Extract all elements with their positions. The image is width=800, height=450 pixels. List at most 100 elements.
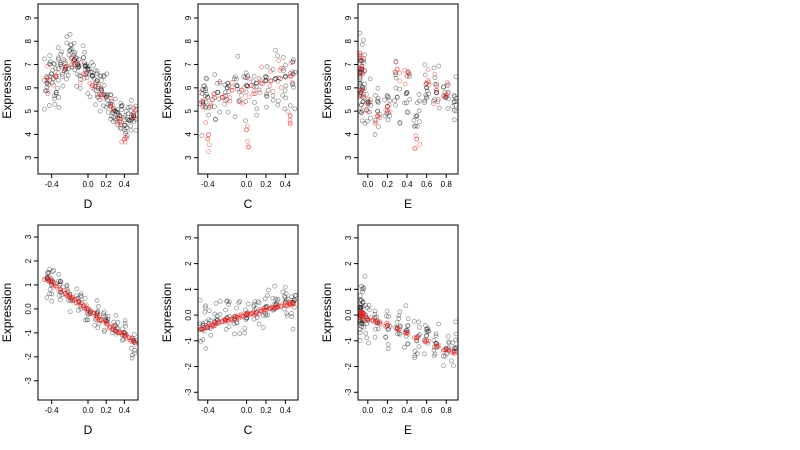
data-point [362,68,367,74]
data-point [450,104,455,109]
data-point [204,92,210,97]
data-point [431,98,436,104]
y-tick-label: 4 [344,132,353,137]
data-point [110,119,116,125]
data-point [64,282,70,288]
data-point [255,299,261,305]
data-point [229,84,235,90]
data-point [60,83,66,89]
data-point [97,313,103,318]
data-point [131,332,137,337]
data-point [383,334,389,340]
data-point [234,320,240,326]
data-point [113,313,119,318]
data-point [375,86,381,91]
data-point [131,113,136,119]
y-tick-label: 2 [184,261,193,266]
data-point [431,338,437,343]
data-point [453,337,458,343]
data-point [50,67,55,73]
data-point [376,100,381,105]
data-point [234,83,240,88]
data-point [404,91,409,96]
x-tick-label: 0.2 [101,180,113,189]
data-point [97,317,103,323]
data-point [47,53,53,58]
data-point [415,351,420,357]
data-point [452,94,457,99]
data-point [91,75,97,81]
data-point [397,121,402,126]
data-point [57,60,63,66]
data-point [445,347,451,353]
data-point [280,289,286,295]
data-point [282,302,288,307]
data-point [265,292,271,298]
data-point [383,107,389,113]
x-tick-label: 0.2 [260,406,272,415]
data-point [260,81,265,87]
data-point [243,99,249,104]
data-point [122,333,128,338]
data-point [359,102,364,107]
data-point [126,118,132,123]
data-point [225,80,231,86]
data-point [222,101,227,107]
data-point [123,323,128,329]
data-point [82,296,88,301]
data-point [71,40,77,46]
data-point [82,64,88,69]
data-point [44,295,50,300]
data-point [289,314,295,319]
data-point [119,104,124,109]
data-point [122,117,127,123]
data-point [263,78,268,83]
data-point [242,325,248,331]
data-point [114,109,120,115]
data-point [292,106,298,112]
data-point [65,72,71,78]
y-tick-label: 3 [184,235,193,240]
data-point [113,96,118,102]
data-point [131,105,137,111]
data-point [358,321,364,327]
data-point [242,84,247,90]
data-point [78,80,83,86]
series-red [197,58,296,154]
data-point [47,59,53,64]
data-point [212,320,218,326]
data-point [451,363,456,369]
data-point [237,99,243,105]
data-point [404,100,409,106]
data-point [357,293,363,298]
data-point [424,95,430,101]
y-tick-label: 3 [24,155,33,160]
data-point [289,311,294,316]
data-point [126,117,132,123]
data-point [53,73,58,78]
data-point [411,318,417,324]
data-point [58,297,63,303]
data-point [214,81,220,86]
data-point [424,333,430,339]
data-point [101,329,107,335]
data-point [245,138,250,144]
data-point [441,363,446,369]
data-point [203,323,209,329]
data-point [265,88,271,93]
data-point [62,58,68,64]
data-point [422,98,428,104]
data-point [361,321,366,327]
data-point [252,91,258,96]
data-point [285,296,291,302]
data-point [71,59,77,65]
panel-bottom-E: 0.0 0.2 0.4 0.6 0.8 -3 -2 -1 0.0 1 2 3 E Expression [320,224,459,437]
data-point [51,93,57,99]
data-point [203,120,209,125]
data-point [123,134,128,140]
data-point [83,305,89,310]
data-point [292,69,298,75]
data-point [433,331,439,337]
data-point [130,116,136,121]
data-point [254,83,259,89]
